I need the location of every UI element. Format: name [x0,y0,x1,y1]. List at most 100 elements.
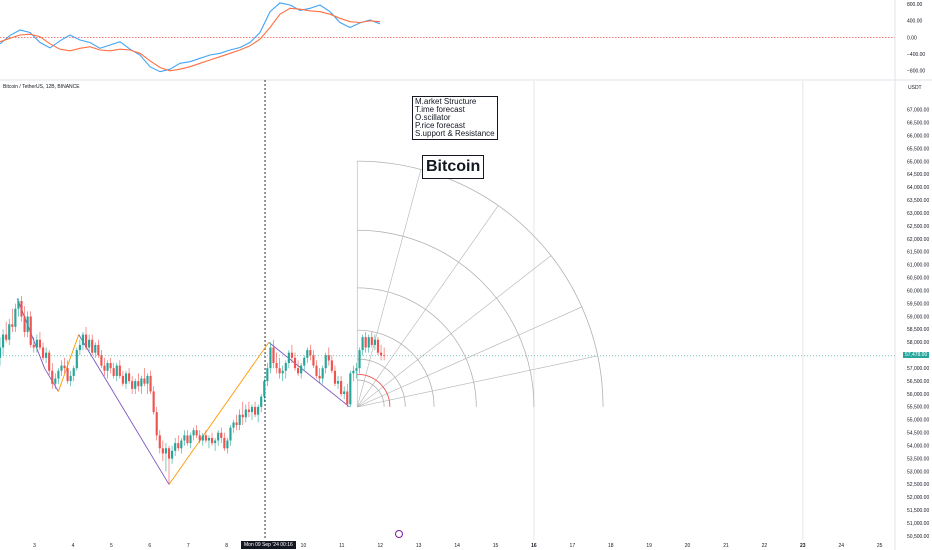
candle-body [318,375,321,379]
price-tick-label: 59,500.00 [907,301,929,307]
crosshair-time-label: Mon 09 Sep '24 00:16 [241,541,296,549]
candle-body [51,370,54,384]
price-tick-label: 53,500.00 [907,456,929,462]
candle-body [66,368,69,382]
candle-body [23,316,26,333]
candle-body [60,365,63,371]
time-tick-label: 13 [416,543,422,549]
time-tick-label: 18 [608,543,614,549]
candle-body [210,437,214,444]
symbol-legend: Bitcoin / TetherUS, 12B, BINANCE [3,84,80,90]
candle-body [177,443,180,449]
candle-body [91,339,94,353]
event-marker-icon[interactable] [395,530,403,538]
candle-body [35,339,38,348]
candle-body [57,370,60,379]
candle-body [217,432,220,441]
candle-body [293,357,297,369]
candle-body [186,435,189,444]
candle-body [290,352,294,358]
candle-body [143,378,146,384]
candle-body [297,368,300,374]
candle-body [121,375,124,384]
candle-body [204,435,207,441]
candle-body [8,324,11,340]
fan-line [356,205,499,408]
candle-body [183,435,186,441]
annotation-line: M.arket Structure [415,97,477,106]
candle-body [349,373,352,405]
candle-body [336,381,340,384]
candle-body [45,352,48,358]
candle-body [220,432,223,438]
price-tick-label: 63,000.00 [907,211,929,217]
time-tick-label: 16 [531,543,537,549]
candle-body [269,347,272,369]
candle-body [78,344,81,351]
time-tick-label: 12 [377,543,383,549]
candle-body [171,450,174,459]
zigzag-leg [57,334,80,392]
price-tick-label: 51,500.00 [907,508,929,514]
oscillator-tick-label: −800.00 [907,69,925,75]
candle-body [32,344,35,348]
candle-body [152,391,155,413]
candle-body [149,375,152,392]
price-tick-label: 64,500.00 [907,172,929,178]
price-tick-label: 62,500.00 [907,224,929,230]
oscillator-tick-label: −400.00 [907,52,925,58]
price-tick-label: 66,500.00 [907,121,929,127]
candle-body [97,344,100,356]
candle-body [118,365,121,376]
quote-currency-label: USDT [908,85,922,91]
candle-body [131,381,134,389]
candle-body [115,365,118,376]
time-tick-label: 5 [110,543,113,549]
candle-body [223,437,226,449]
fan-arc [357,287,477,407]
candle-body [26,316,29,333]
oscillator-line [0,7,381,72]
fan-arc [357,160,604,407]
annotation-line: S.upport & Resistance [415,129,495,138]
fan-line [357,306,582,408]
bitcoin-label: Bitcoin [422,155,485,179]
candle-body [370,337,373,345]
price-tick-label: 51,000.00 [907,521,929,527]
candle-body [69,375,72,382]
time-tick-label: 22 [762,543,768,549]
candle-body [198,435,201,441]
candle-body [109,363,112,369]
candle-body [266,368,269,382]
time-tick-label: 14 [454,543,460,549]
candle-body [84,334,88,348]
time-tick-label: 10 [301,543,307,549]
time-tick-label: 23 [800,543,806,549]
zigzag-leg [78,334,170,485]
oscillator-tick-label: 800.00 [907,2,923,8]
price-tick-label: 67,000.00 [907,108,929,114]
candle-body [140,378,143,387]
candle-body [158,435,161,449]
price-tick-label: 66,000.00 [907,133,929,139]
candle-body [364,337,367,348]
price-tick-label: 59,000.00 [907,314,929,320]
time-tick-label: 25 [877,543,883,549]
candle-body [306,350,309,358]
candle-body [124,373,128,384]
annotation-line: O.scillator [415,113,451,122]
price-tick-label: 56,500.00 [907,379,929,385]
candle-body [38,339,42,348]
candle-body [321,368,324,379]
fan-arc [357,379,385,407]
price-tick-label: 50,500.00 [907,534,929,540]
candle-body [192,430,195,436]
price-tick-label: 62,000.00 [907,237,929,243]
last-price-badge: 57,478.00 [903,351,930,358]
price-tick-label: 56,000.00 [907,392,929,398]
candle-body [361,337,364,351]
candle-body [88,339,91,348]
candle-body [1,334,5,348]
candle-body [201,435,204,441]
